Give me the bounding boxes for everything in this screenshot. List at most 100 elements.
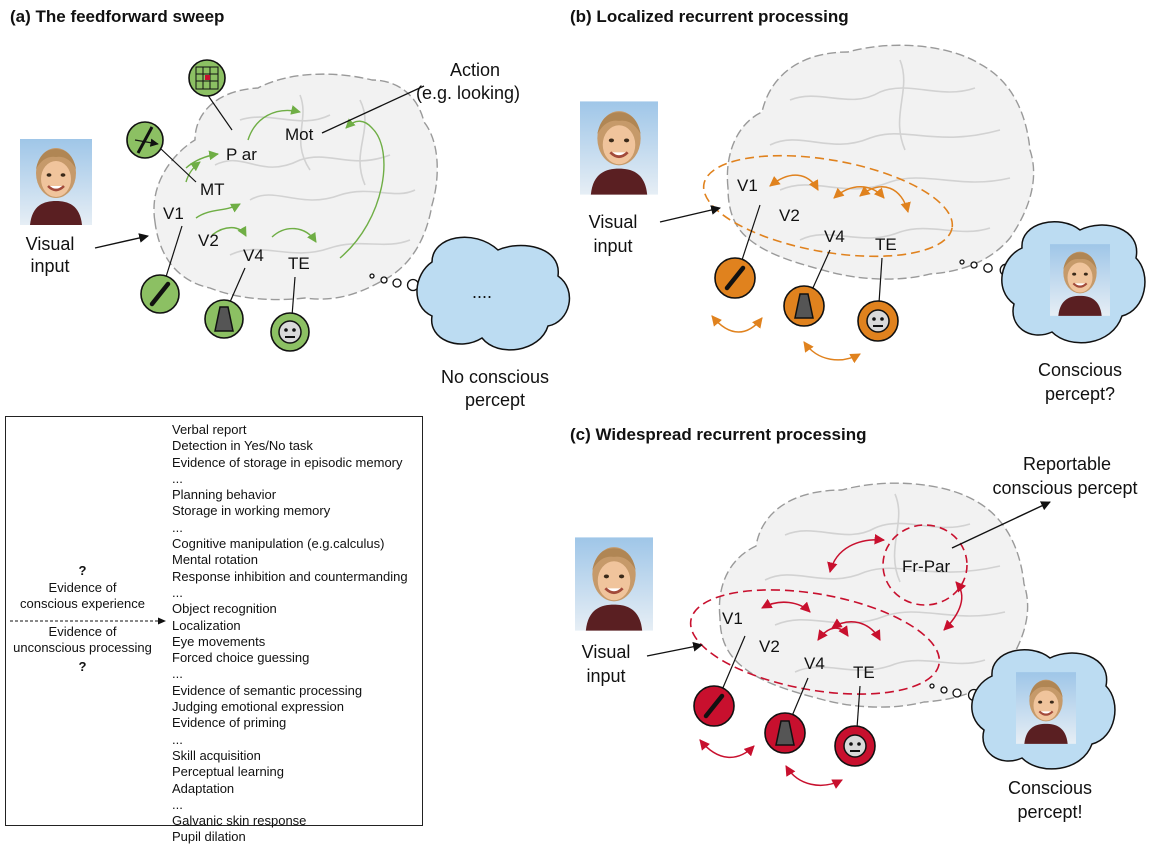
evidence-item: Localization <box>172 617 241 633</box>
area-label-b-v4: V4 <box>824 227 845 246</box>
input-label-a-line1: Visual <box>26 234 75 254</box>
recurrent-arrows-c <box>699 534 967 789</box>
action-line <box>321 85 425 134</box>
feedforward-arrows <box>185 105 385 259</box>
face-percept-b <box>1050 243 1110 317</box>
evidence-item: ... <box>172 731 183 747</box>
thought-bubble-dots: .... <box>472 282 492 302</box>
evidence-item: Response inhibition and countermanding <box>172 568 408 584</box>
area-label-v4: V4 <box>243 246 264 265</box>
face-percept-c <box>1016 671 1076 745</box>
percept-label-a-line2: percept <box>465 390 525 410</box>
evidence-axis-arrow <box>10 617 166 625</box>
report-label-line1: Reportable <box>1023 454 1111 474</box>
percept-label-a-line1: No conscious <box>441 367 549 387</box>
percept-label-b-line2: percept? <box>1045 384 1115 404</box>
unconscious-label-line2: unconscious processing <box>13 640 152 655</box>
conscious-label-line1: Evidence of <box>48 580 117 595</box>
evidence-item: Judging emotional expression <box>172 699 344 715</box>
brain-a-folds <box>214 94 416 256</box>
evidence-item: ... <box>172 584 183 600</box>
panel-a-title: (a) The feedforward sweep <box>10 7 224 26</box>
evidence-item: Planning behavior <box>172 487 277 503</box>
area-label-b-te: TE <box>875 235 897 254</box>
input-label-a-line2: input <box>30 256 69 276</box>
input-arrow-c <box>646 641 703 657</box>
area-label-mot: Mot <box>285 125 314 144</box>
area-label-c-v1: V1 <box>722 609 743 628</box>
evidence-item: Mental rotation <box>172 552 258 568</box>
evidence-item: Perceptual learning <box>172 764 285 780</box>
neuron-shape-v4 <box>204 267 246 339</box>
input-label-c-line2: input <box>586 666 625 686</box>
area-label-v1: V1 <box>163 204 184 223</box>
area-label-c-v4: V4 <box>804 654 825 673</box>
area-label-par: P ar <box>226 145 257 164</box>
face-photo-b <box>580 100 658 196</box>
evidence-item: Evidence of priming <box>172 715 287 731</box>
percept-label-b-line1: Conscious <box>1038 360 1122 380</box>
thought-dots-a <box>369 273 420 292</box>
area-label-te: TE <box>288 254 310 273</box>
neuron-motion-mt <box>126 121 197 183</box>
evidence-item: ... <box>172 470 183 486</box>
evidence-item: Pupil dilation <box>172 829 246 845</box>
area-label-v2: V2 <box>198 231 219 250</box>
unconscious-label-line1: Evidence of <box>48 624 117 639</box>
input-label-c-line1: Visual <box>582 642 631 662</box>
recurrent-arrows-b <box>711 174 911 364</box>
neuron-face-te <box>270 276 310 352</box>
evidence-item: ... <box>172 796 183 812</box>
face-photo-c <box>575 536 653 632</box>
panel-c-title: (c) Widespread recurrent processing <box>570 425 867 444</box>
neuron-shape-c-v4 <box>764 677 809 754</box>
evidence-item: Verbal report <box>172 422 247 437</box>
evidence-item: Storage in working memory <box>172 503 331 519</box>
evidence-item: Cognitive manipulation (e.g.calculus) <box>172 536 385 552</box>
recurrent-loop-b <box>702 154 954 258</box>
evidence-item: Eye movements <box>172 633 266 649</box>
question-mark-bottom: ? <box>78 659 87 674</box>
recurrent-loop-c-early <box>689 589 941 695</box>
area-label-c-te: TE <box>853 663 875 682</box>
evidence-table: Verbal report Detection in Yes/No task E… <box>5 416 423 844</box>
thought-bubble-a <box>416 236 571 351</box>
neuron-face-c-te <box>834 685 876 767</box>
brain-c <box>718 482 1029 708</box>
area-label-mt: MT <box>200 180 225 199</box>
area-label-b-v1: V1 <box>737 176 758 195</box>
neuron-bar-b-v1 <box>714 204 761 299</box>
evidence-item: Evidence of storage in episodic memory <box>172 454 403 470</box>
panel-b: (b) Localized recurrent processing V1 V2… <box>570 7 1146 404</box>
input-arrow-a <box>94 233 149 249</box>
panel-c: (c) Widespread recurrent processing Fr-P… <box>570 425 1138 822</box>
percept-label-c-line2: percept! <box>1017 802 1082 822</box>
neuron-face-b-te <box>857 257 899 342</box>
evidence-item: Evidence of semantic processing <box>172 682 363 698</box>
input-arrow-b <box>659 205 721 223</box>
conscious-label-line2: conscious experience <box>19 596 146 611</box>
neuron-bar-v1 <box>140 225 183 314</box>
neuron-shape-b-v4 <box>783 249 831 327</box>
evidence-item: Object recognition <box>172 601 277 617</box>
input-label-b-line1: Visual <box>589 212 638 232</box>
evidence-list: Verbal report Detection in Yes/No task E… <box>172 422 408 846</box>
report-label-line2: conscious percept <box>992 478 1137 498</box>
panel-a: (a) The feedforward sweep P ar Mot MT V1… <box>10 7 571 410</box>
area-label-c-v2: V2 <box>759 637 780 656</box>
question-mark-top: ? <box>78 563 87 578</box>
report-arrow <box>951 501 1051 549</box>
input-label-b-line2: input <box>593 236 632 256</box>
area-label-c-frpar: Fr-Par <box>902 557 951 576</box>
area-label-b-v2: V2 <box>779 206 800 225</box>
face-photo-a <box>20 139 92 225</box>
panel-b-title: (b) Localized recurrent processing <box>570 7 849 26</box>
evidence-item: ... <box>172 666 183 682</box>
evidence-item: Galvanic skin response <box>172 813 307 829</box>
recurrent-loop-c-frpar <box>882 524 968 606</box>
action-label-line2: (e.g. looking) <box>416 83 520 103</box>
percept-label-c-line1: Conscious <box>1008 778 1092 798</box>
neuron-grid-par <box>188 59 233 131</box>
brain-b <box>726 44 1035 280</box>
